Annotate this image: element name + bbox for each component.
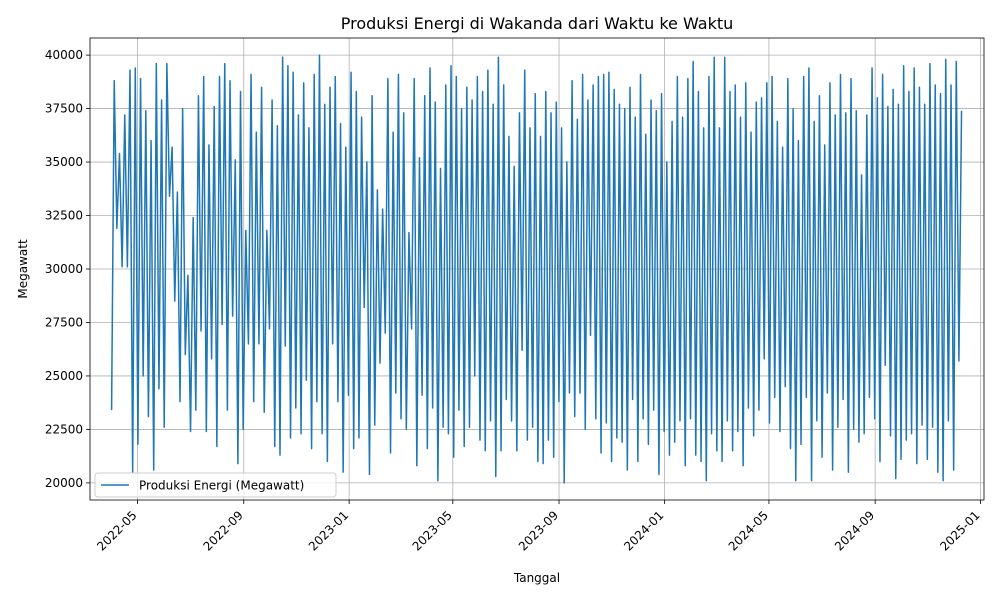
y-tick-label: 30000	[45, 262, 83, 276]
y-tick-label: 35000	[45, 155, 83, 169]
y-tick-label: 32500	[45, 209, 83, 223]
legend: Produksi Energi (Megawatt)	[94, 472, 337, 498]
y-axis-title: Megawatt	[16, 239, 30, 299]
series-line-0	[110, 54, 963, 484]
y-tick-label: 27500	[45, 315, 83, 329]
y-tick-label: 40000	[45, 48, 83, 62]
series-layer	[110, 54, 963, 484]
y-tick-label: 25000	[45, 369, 83, 383]
x-axis-title: Tanggal	[513, 571, 560, 585]
y-tick-label: 22500	[45, 422, 83, 436]
legend-series-label: Produksi Energi (Megawatt)	[139, 479, 304, 493]
y-tick-label: 37500	[45, 102, 83, 116]
legend-box	[94, 472, 337, 498]
y-tick-label: 20000	[45, 476, 83, 490]
chart-title: Produksi Energi di Wakanda dari Waktu ke…	[341, 14, 734, 33]
